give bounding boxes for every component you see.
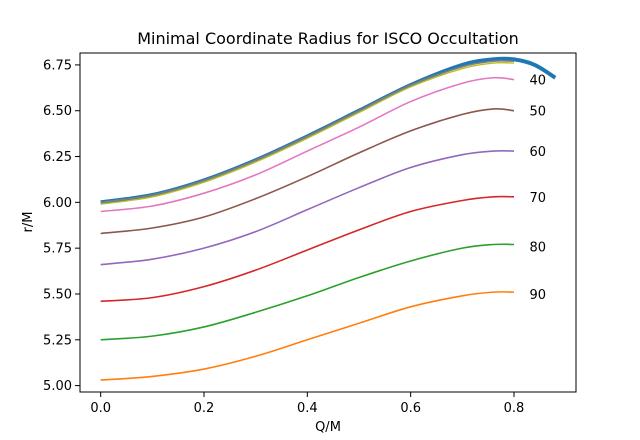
x-tick-label: 0.2 [194,401,215,416]
y-tick-label: 6.00 [43,196,72,211]
y-tick-label: 5.25 [43,333,72,348]
x-tick-label: 0.8 [504,401,525,416]
series-line-inner [100,60,515,204]
series-line-40 [100,76,515,213]
y-tick-label: 6.50 [43,104,72,119]
y-tick-label: 5.00 [43,379,72,394]
series-line-90 [100,291,515,381]
y-tick-label: 5.75 [43,242,72,257]
series-line-70 [100,195,515,303]
plot-area [100,56,557,381]
x-tick-label: 0.0 [90,401,111,416]
curve-label-40: 40 [530,74,547,89]
y-axis-label: r/M [21,212,36,233]
series-line-80 [100,243,515,341]
series-line-60 [100,149,515,266]
y-tick-label: 6.25 [43,150,72,165]
curve-label-50: 50 [530,105,547,120]
curve-label-80: 80 [530,240,547,255]
x-axis-label: Q/M [315,420,341,435]
x-tick-label: 0.4 [297,401,318,416]
y-tick-label: 5.50 [43,287,72,302]
curve-label-90: 90 [530,288,547,303]
chart-title: Minimal Coordinate Radius for ISCO Occul… [137,29,519,48]
curve-label-70: 70 [530,191,547,206]
series-line-50 [100,107,515,235]
x-tick-label: 0.6 [400,401,421,416]
axis-ticks: 0.0 0.2 0.4 0.6 0.8 5.00 5.25 5.50 5.75 6.00 6.25 6… [43,58,524,416]
curve-label-60: 60 [530,145,547,160]
series-line-30 [100,61,515,205]
y-tick-label: 6.75 [43,58,72,73]
axes-frame [79,52,577,393]
